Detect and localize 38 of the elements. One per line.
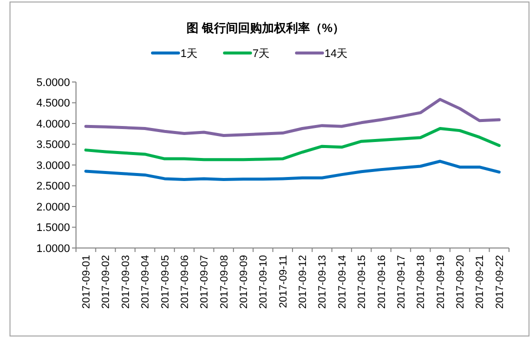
x-tick-label: 2017-09-19 xyxy=(434,254,447,309)
line-series xyxy=(84,98,501,138)
x-tick-label: 2017-09-04 xyxy=(140,254,152,309)
x-tick-label: 2017-09-05 xyxy=(159,254,172,309)
legend-label: 1天 xyxy=(180,48,198,60)
y-tick-label: 2.0000 xyxy=(36,201,70,214)
chart-title: 图 银行间回购加权利率（%） xyxy=(186,21,345,35)
x-tick-label: 2017-09-03 xyxy=(120,254,132,309)
y-tick-label: 4.5000 xyxy=(36,98,70,110)
x-tick-label: 2017-09-15 xyxy=(356,254,368,309)
x-tick-label: 2017-09-01 xyxy=(80,254,93,309)
x-tick-label: 2017-09-06 xyxy=(178,254,191,309)
x-tick-label: 2017-09-21 xyxy=(474,254,486,309)
x-tick-label: 2017-09-08 xyxy=(218,254,230,309)
y-tick-label: 4.0000 xyxy=(36,118,70,130)
legend-label: 7天 xyxy=(252,48,270,60)
y-tick-label: 1.0000 xyxy=(36,242,70,255)
legend-label: 14天 xyxy=(324,48,348,60)
line-series xyxy=(84,160,501,182)
x-tick-label: 2017-09-20 xyxy=(454,254,466,309)
x-tick-label: 2017-09-12 xyxy=(297,254,310,309)
x-tick-label: 2017-09-07 xyxy=(198,254,211,309)
x-tick-label: 2017-09-09 xyxy=(238,254,250,309)
x-tick-label: 2017-09-18 xyxy=(415,254,428,309)
line-series xyxy=(84,126,501,162)
y-tick-label: 3.5000 xyxy=(36,139,70,152)
x-tick-label: 2017-09-11 xyxy=(277,254,290,308)
x-tick-label: 2017-09-10 xyxy=(258,254,270,309)
x-tick-label: 2017-09-16 xyxy=(376,254,388,309)
x-tick-label: 2017-09-02 xyxy=(100,254,112,309)
x-tick-label: 2017-09-22 xyxy=(494,254,506,309)
y-tick-label: 5.0000 xyxy=(36,76,70,89)
y-tick-label: 1.5000 xyxy=(36,222,70,234)
y-tick-label: 3.0000 xyxy=(36,160,70,172)
x-tick-label: 2017-09-14 xyxy=(336,254,348,309)
x-tick-label: 2017-09-17 xyxy=(395,254,408,309)
y-tick-label: 2.5000 xyxy=(36,180,70,193)
x-tick-label: 2017-09-13 xyxy=(316,254,329,309)
